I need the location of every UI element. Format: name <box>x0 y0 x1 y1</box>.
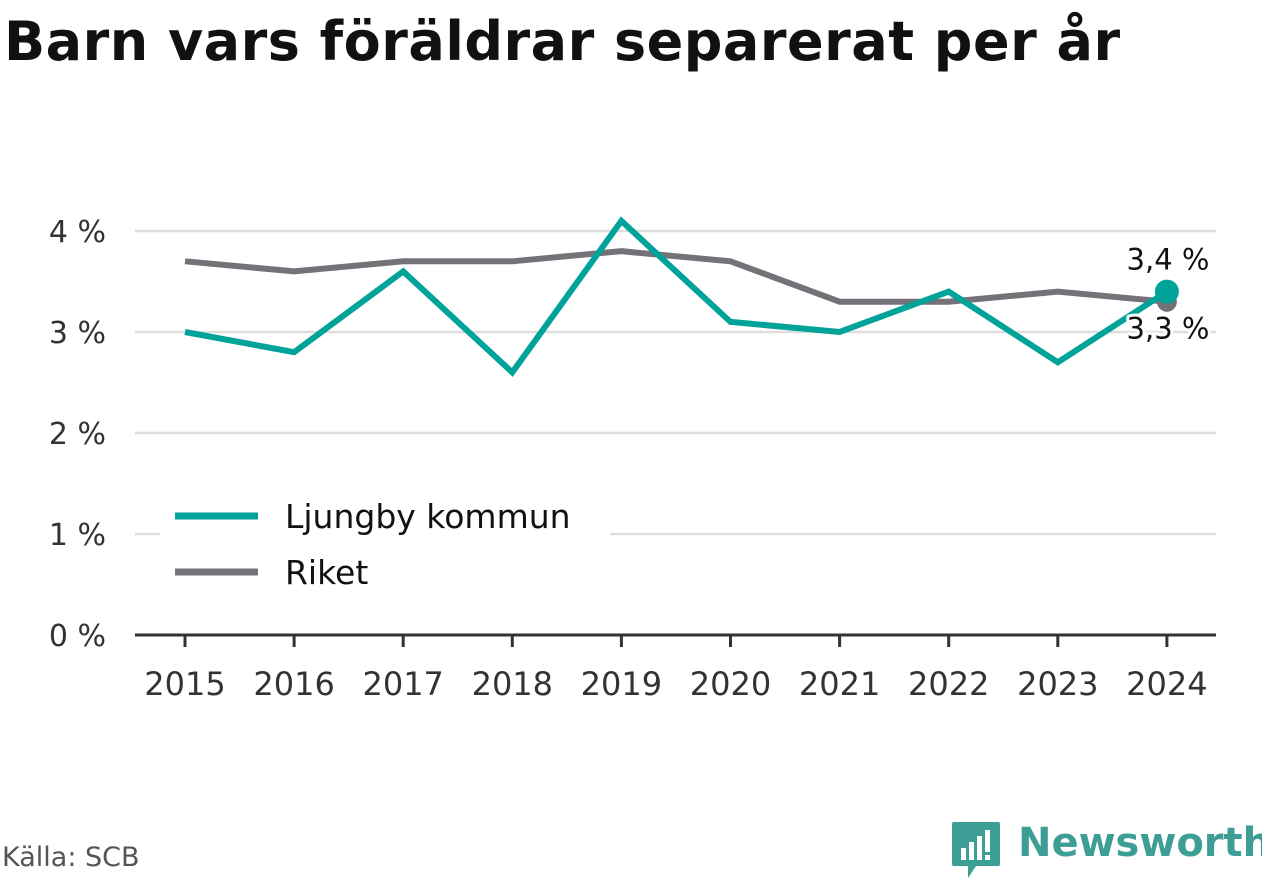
x-tick-label: 2020 <box>690 665 771 703</box>
brand-name: Newsworthy <box>1018 820 1262 866</box>
end-point-ljungby <box>1154 279 1179 304</box>
series-line-riket <box>184 248 1168 305</box>
end-label-riket: 3,3 % <box>1127 312 1210 346</box>
y-tick-label: 2 % <box>49 417 106 452</box>
bar-chart-speech-bubble-icon <box>952 822 1000 878</box>
y-tick-label: 1 % <box>49 518 106 553</box>
x-tick-label: 2023 <box>1017 665 1098 703</box>
legend-background <box>160 494 610 600</box>
gridlines <box>135 229 1216 536</box>
line-chart: Ljungby kommun Riket 2015 2016 2017 2018 2019… <box>49 215 1216 703</box>
legend: Ljungby kommun Riket <box>160 494 610 600</box>
legend-label: Ljungby kommun <box>285 497 571 536</box>
x-axis: 2015 2016 2017 2018 2019 2020 2021 2022 2023 2024 <box>135 633 1216 703</box>
y-tick-label: 0 % <box>49 619 106 654</box>
x-tick-label: 2017 <box>362 665 443 703</box>
x-tick-label: 2024 <box>1126 665 1207 703</box>
y-tick-label: 4 % <box>49 215 106 250</box>
y-tick-label: 3 % <box>49 316 106 351</box>
chart-title: Barn vars föräldrar separerat per år <box>4 10 1121 73</box>
y-axis: 0 % 1 % 2 % 3 % 4 % <box>49 215 106 654</box>
x-tick-label: 2016 <box>253 665 334 703</box>
end-label-ljungby: 3,4 % <box>1127 243 1210 277</box>
x-tick-label: 2021 <box>799 665 880 703</box>
x-tick-label: 2018 <box>472 665 553 703</box>
x-tick-label: 2019 <box>581 665 662 703</box>
legend-label: Riket <box>285 553 368 592</box>
x-tick-label: 2022 <box>908 665 989 703</box>
series <box>184 216 1179 377</box>
end-labels: 3,4 % 3,3 % <box>1124 243 1213 349</box>
source-note: Källa: SCB <box>2 842 140 873</box>
x-tick-label: 2015 <box>144 665 225 703</box>
series-line-ljungby <box>184 216 1169 377</box>
